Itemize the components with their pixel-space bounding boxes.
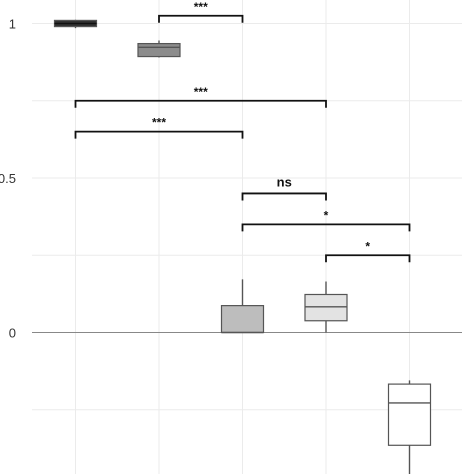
box bbox=[387, 383, 432, 446]
y-tick-label: 0 bbox=[9, 326, 16, 341]
y-tick-label: 0.5 bbox=[0, 171, 16, 186]
significance-label: * bbox=[324, 208, 329, 222]
box-group bbox=[137, 40, 181, 58]
significance-label: *** bbox=[152, 116, 166, 130]
box-group bbox=[220, 279, 265, 334]
significance-brackets: *** *** *** ns * * bbox=[74, 0, 411, 263]
y-tick-label: 1 bbox=[9, 17, 16, 32]
box-group bbox=[387, 380, 432, 474]
significance-label: * bbox=[365, 239, 370, 253]
significance-label: *** bbox=[194, 0, 208, 14]
box-group bbox=[53, 19, 98, 29]
box bbox=[220, 305, 265, 334]
box bbox=[137, 42, 181, 58]
significance-bracket bbox=[241, 192, 327, 201]
significance-bracket bbox=[158, 14, 244, 23]
significance-bracket bbox=[241, 223, 411, 232]
boxes bbox=[53, 19, 432, 474]
box-group bbox=[304, 281, 348, 333]
significance-label: *** bbox=[194, 85, 208, 99]
significance-bracket bbox=[74, 99, 327, 108]
significance-label: ns bbox=[277, 174, 292, 189]
y-axis-tick-labels: 10.50 bbox=[0, 17, 16, 341]
significance-bracket bbox=[325, 254, 411, 263]
box bbox=[304, 293, 348, 322]
significance-bracket bbox=[74, 130, 244, 139]
